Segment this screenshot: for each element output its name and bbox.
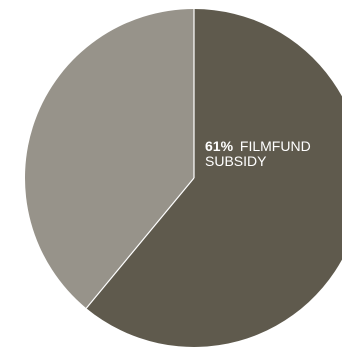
slice-label-line1: FILMFUND <box>240 138 311 154</box>
slice-label-filmfund-subsidy: 61% FILMFUND SUBSIDY <box>205 138 315 169</box>
pie-slices <box>25 9 342 347</box>
slice-label-line2: SUBSIDY <box>205 153 267 169</box>
slice-separator-2 <box>85 177 195 309</box>
pie-slice-2 <box>25 9 194 309</box>
slice-label-percent: 61% <box>205 138 234 154</box>
pie-slice-1 <box>86 9 342 347</box>
